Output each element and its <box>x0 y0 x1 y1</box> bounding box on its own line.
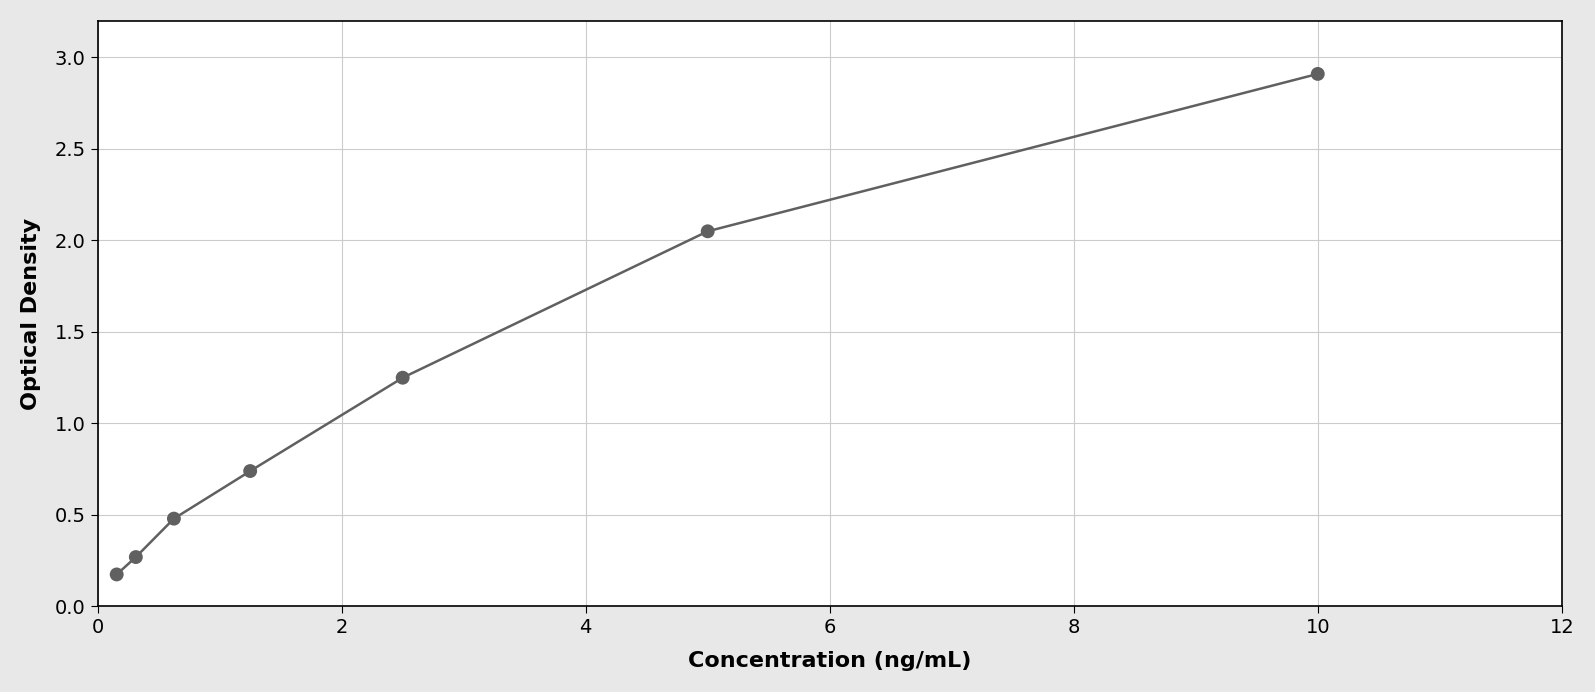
Point <box>238 466 263 477</box>
Point <box>161 513 187 524</box>
Point <box>695 226 721 237</box>
Point <box>1305 69 1330 80</box>
Point <box>389 372 415 383</box>
X-axis label: Concentration (ng/mL): Concentration (ng/mL) <box>687 651 971 671</box>
Y-axis label: Optical Density: Optical Density <box>21 217 41 410</box>
Point <box>104 569 129 580</box>
Point <box>123 552 148 563</box>
